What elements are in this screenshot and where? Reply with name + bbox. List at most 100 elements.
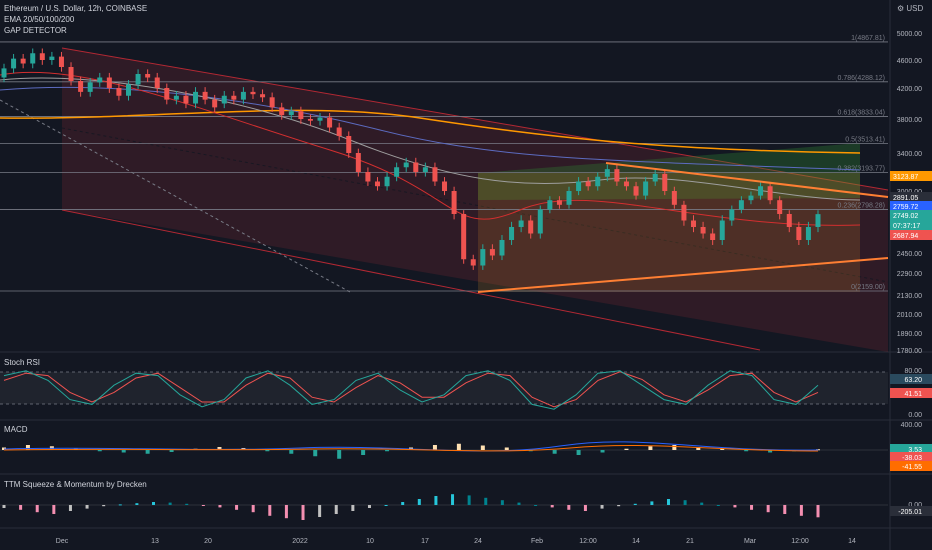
candle-body xyxy=(355,153,361,172)
ttm-momentum-bar xyxy=(251,505,255,513)
ttm-momentum-bar xyxy=(52,505,56,514)
triangle-lower-line xyxy=(477,257,889,293)
candle-body xyxy=(595,176,601,187)
candle-body xyxy=(451,191,457,214)
candle-body xyxy=(681,204,687,221)
macd-histogram-bar xyxy=(217,447,222,450)
price-tick-label: 1890.00 xyxy=(897,331,922,338)
candle-body xyxy=(403,162,409,168)
candle-body xyxy=(422,167,428,172)
candle-body xyxy=(767,186,773,201)
candle-body xyxy=(298,111,304,119)
ttm-momentum-bar xyxy=(583,505,587,511)
macd-histogram-bar xyxy=(576,450,581,455)
price-badge xyxy=(890,201,932,211)
macd-histogram-bar xyxy=(289,450,294,454)
candle-body xyxy=(279,107,285,116)
price-tick-label: 5000.00 xyxy=(897,31,922,38)
macd-histogram-bar xyxy=(145,450,150,454)
time-tick-label: 13 xyxy=(151,538,159,545)
fib-level-label: 0.618(3833.04) xyxy=(838,109,885,116)
ttm-momentum-bar xyxy=(500,500,504,505)
candle-body xyxy=(49,56,55,60)
ttm-momentum-bar xyxy=(534,505,538,506)
ema-100-line xyxy=(0,86,861,171)
price-badge xyxy=(890,220,932,230)
time-tick-label: 24 xyxy=(474,538,482,545)
price-badge xyxy=(890,192,932,202)
candle-body xyxy=(116,88,122,96)
currency-selector[interactable]: ⚙ USD xyxy=(897,4,923,13)
candle-body xyxy=(509,227,515,240)
candle-body xyxy=(250,91,256,95)
ttm-momentum-bar xyxy=(85,505,89,509)
macd-histogram-bar xyxy=(265,450,270,452)
price-tick-label: 4600.00 xyxy=(897,58,922,65)
time-tick-label: 10 xyxy=(366,538,374,545)
price-tick-label: 2010.00 xyxy=(897,312,922,319)
candle-body xyxy=(815,214,821,227)
macd-histogram-bar xyxy=(624,448,629,450)
ttm-momentum-bar xyxy=(2,505,6,508)
macd-pane-title[interactable]: MACD xyxy=(4,425,28,434)
ttm-momentum-bar xyxy=(700,502,704,505)
orange-zone xyxy=(478,173,860,292)
ttm-momentum-bar xyxy=(318,505,322,517)
candle-body xyxy=(614,169,620,182)
candle-body xyxy=(777,200,783,214)
price-badge-label: 2891.05 xyxy=(893,195,918,202)
channel-lower-line xyxy=(61,209,761,351)
ttm-pane-title[interactable]: TTM Squeeze & Momentum by Drecken xyxy=(4,480,147,489)
candle-body xyxy=(528,220,534,234)
ema-200-line xyxy=(0,109,861,154)
candle-body xyxy=(374,181,380,187)
candle-body xyxy=(336,127,342,136)
candle-body xyxy=(413,162,419,172)
price-badge-label: 07:37:17 xyxy=(893,223,920,230)
stoch-rsi-pane-title[interactable]: Stoch RSI xyxy=(4,358,41,367)
time-tick-label: Mar xyxy=(744,538,757,545)
ttm-momentum-bar xyxy=(35,505,39,513)
ttm-momentum-bar xyxy=(799,505,803,516)
time-tick-label: 12:00 xyxy=(579,538,597,545)
gap-detector-label[interactable]: GAP DETECTOR xyxy=(4,26,67,35)
macd-histogram-bar xyxy=(552,450,557,454)
candle-body xyxy=(384,176,390,187)
macd-signal-line xyxy=(3,445,819,452)
ttm-momentum-bar xyxy=(567,505,571,510)
candle-body xyxy=(805,227,811,240)
macd-histogram-bar xyxy=(169,450,174,452)
fib-level-label: 0.5(3513.41) xyxy=(845,136,885,143)
candle-body xyxy=(738,200,744,210)
candle-body xyxy=(58,56,64,67)
time-tick-label: 14 xyxy=(632,538,640,545)
candle-body xyxy=(154,77,160,88)
candle-body xyxy=(604,169,610,177)
candle-body xyxy=(748,195,754,201)
price-badge-label: 2749.02 xyxy=(893,213,918,220)
candle-body xyxy=(691,220,697,227)
ttm-momentum-bar xyxy=(716,505,720,506)
candle-body xyxy=(796,227,802,240)
ema-50-line xyxy=(0,77,861,201)
ttm-momentum-bar xyxy=(733,505,737,508)
candle-body xyxy=(30,53,36,64)
price-tick-label: 3800.00 xyxy=(897,117,922,124)
candle-body xyxy=(106,77,112,88)
candle-body xyxy=(288,111,294,116)
gear-icon[interactable]: ⚙ xyxy=(897,4,905,13)
ttm-momentum-bar xyxy=(68,505,72,511)
ttm-momentum-bar xyxy=(750,505,754,510)
stoch-band xyxy=(0,372,888,404)
ema-indicator-label[interactable]: EMA 20/50/100/200 xyxy=(4,15,75,24)
fib-level-label: 0(2159.00) xyxy=(851,284,885,291)
ttm-momentum-bar xyxy=(102,505,106,507)
ttm-momentum-bar xyxy=(517,502,521,505)
ttm-momentum-bar xyxy=(301,505,305,520)
macd-axis-label: 3.53 xyxy=(908,447,922,454)
candle-body xyxy=(221,95,227,104)
stoch-axis-label: 63.20 xyxy=(904,377,922,384)
fib-level-label: 0.382(3193.77) xyxy=(838,166,885,173)
macd-histogram-bar xyxy=(744,450,749,452)
